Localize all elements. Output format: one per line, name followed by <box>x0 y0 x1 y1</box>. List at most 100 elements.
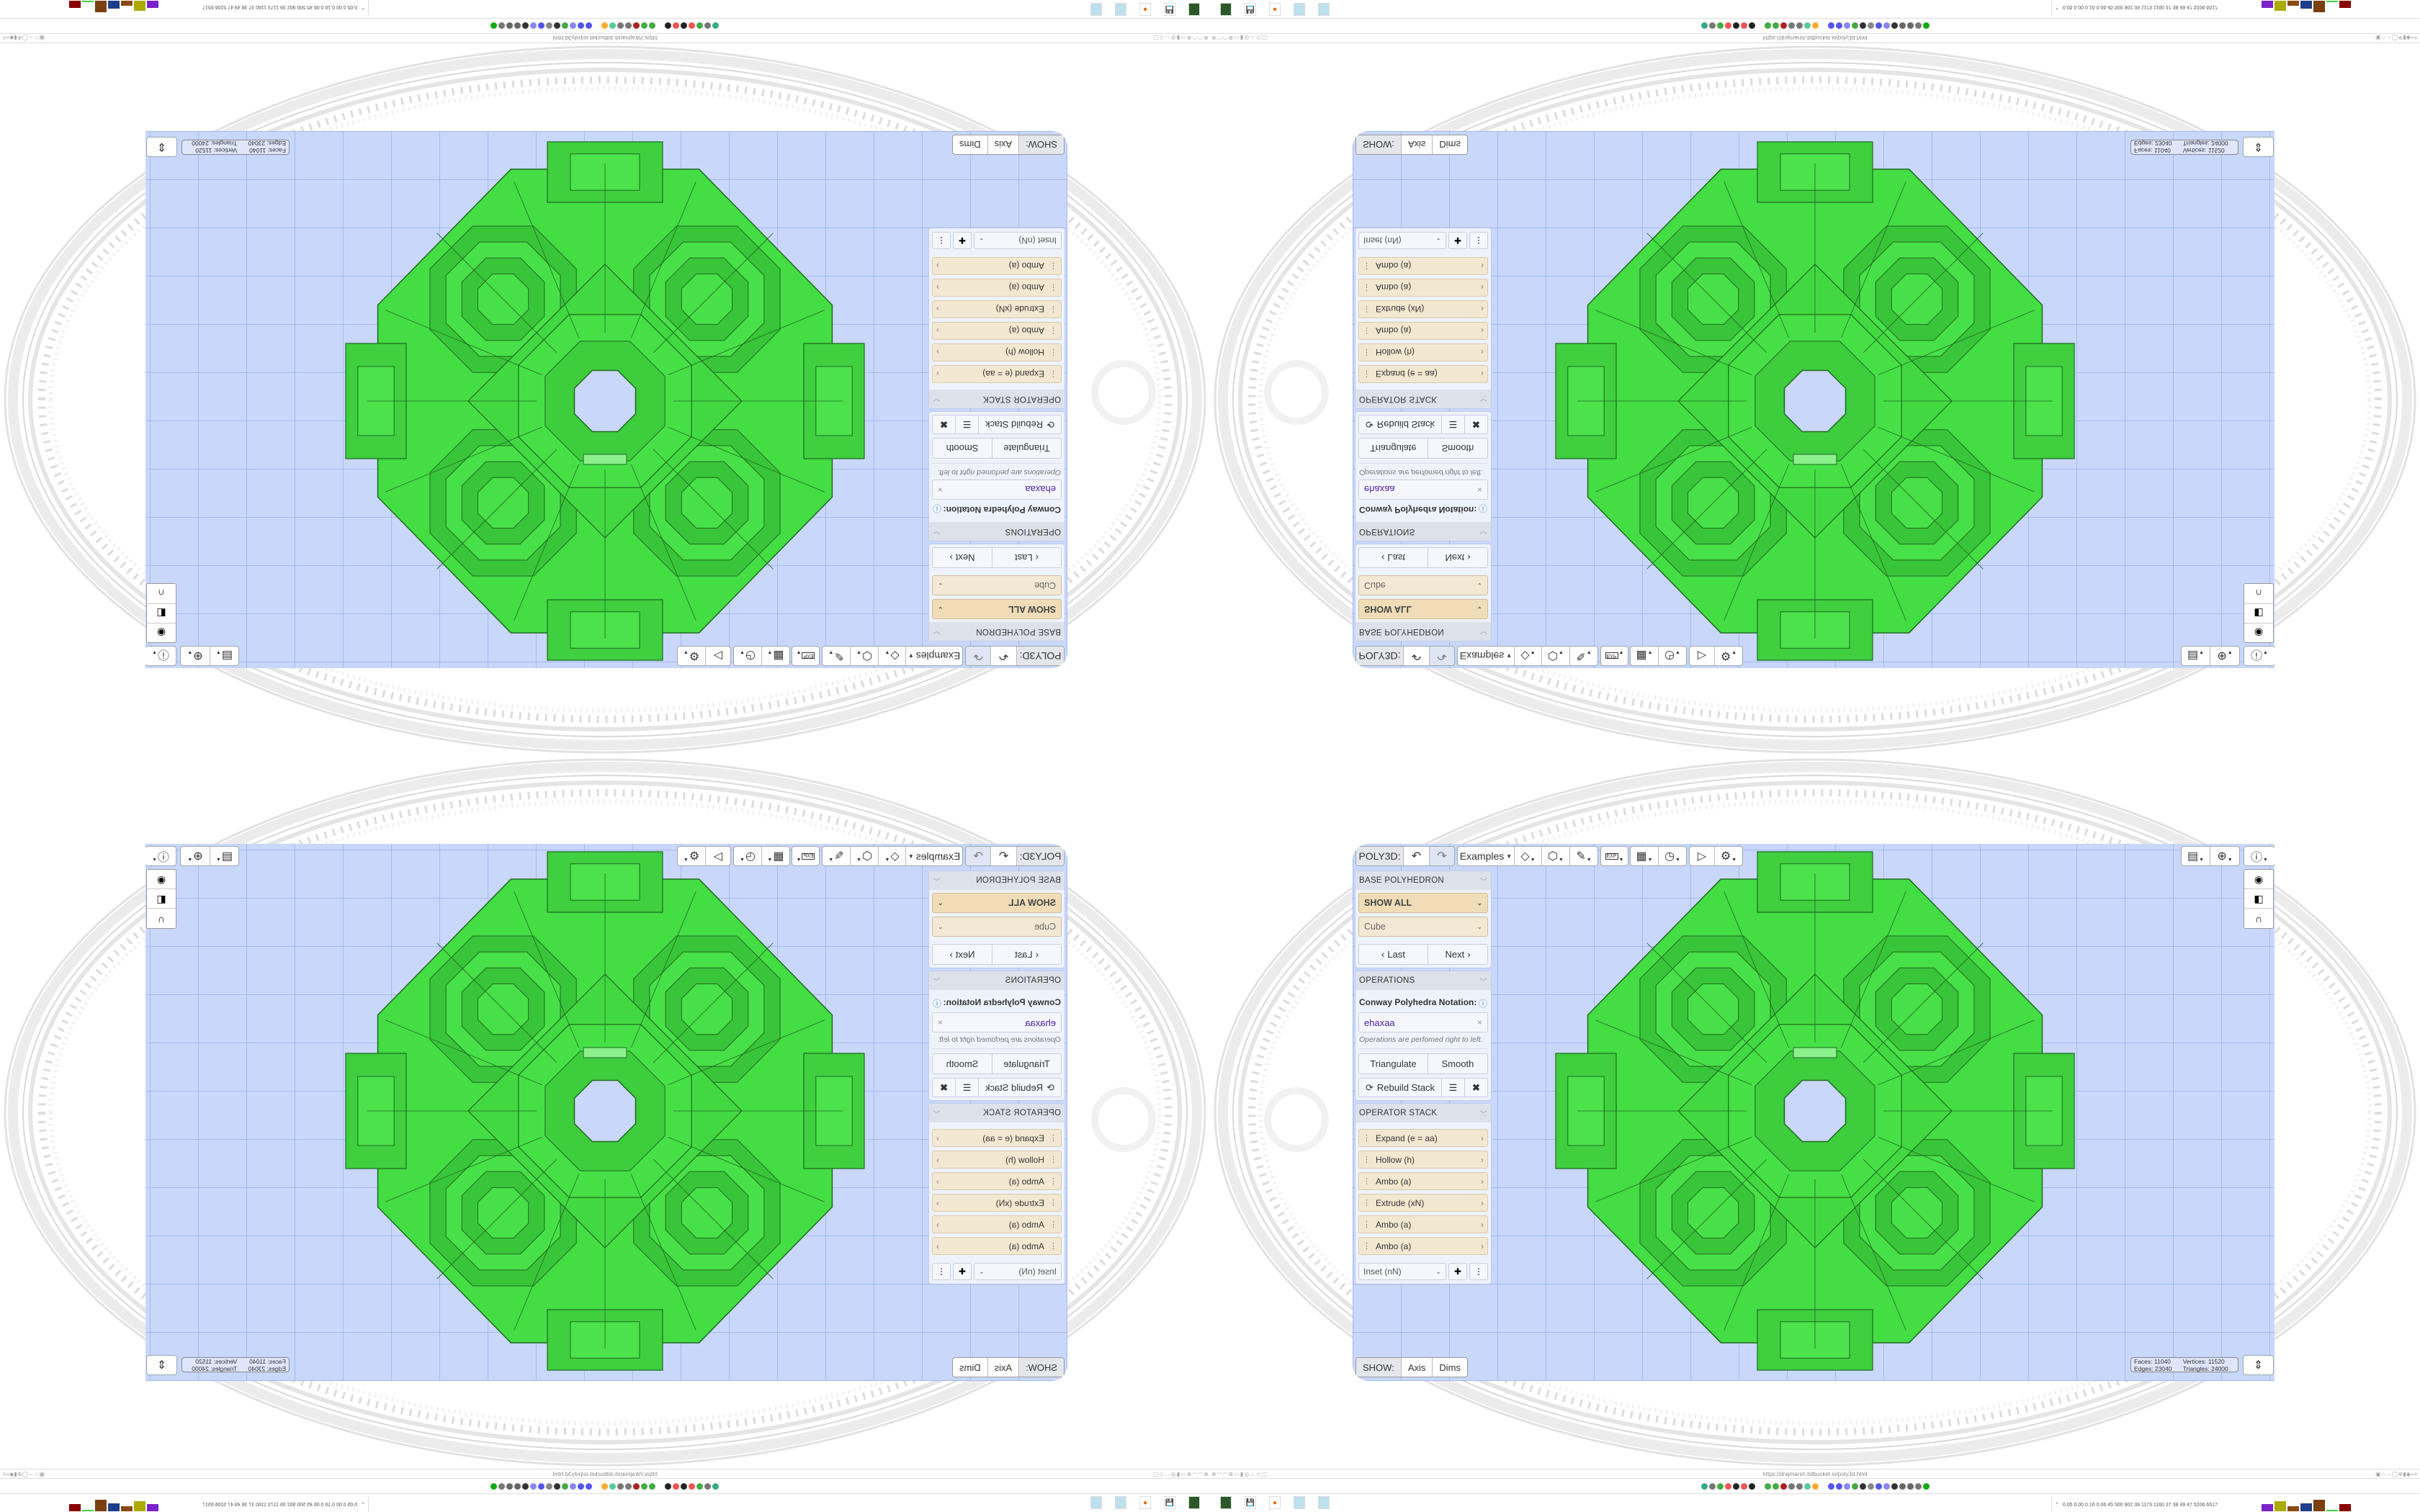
bookmark-icon[interactable] <box>1796 1482 1803 1490</box>
taskbar-app-terminal[interactable] <box>1220 3 1232 16</box>
chevron-right-icon[interactable]: › <box>1481 1133 1484 1143</box>
notation-input[interactable]: ehaxaa × <box>1358 1012 1488 1032</box>
globe-button[interactable]: ⊕ ▼ <box>2217 649 2233 662</box>
browser-address-bar[interactable]: ⊕◠◠⊕▭▮◎←◇▢ https://drajmarsh.bitbucket.i… <box>0 33 1210 43</box>
eye-view-button[interactable]: ◉ <box>2244 623 2273 642</box>
paint-button[interactable]: ◇ ▼ <box>878 847 905 865</box>
taskbar-app-terminal[interactable] <box>1188 3 1200 16</box>
operator-stack-item[interactable]: ⋮ Ambo (a) › <box>1358 257 1488 275</box>
bookmark-icon[interactable] <box>1716 22 1724 30</box>
bookmark-icon[interactable] <box>673 1482 680 1490</box>
browser-address-bar[interactable]: ⊕◠◠⊕▭▮◎←◇▢ https://drajmarsh.bitbucket.i… <box>0 1469 1210 1479</box>
drag-handle-icon[interactable]: ⋮ <box>1363 1177 1371 1186</box>
bookmark-icon[interactable] <box>681 1482 688 1490</box>
polyhedron-model[interactable] <box>1353 844 2275 1381</box>
globe-button[interactable]: ⊕ ▼ <box>187 850 203 863</box>
bookmark-icon[interactable] <box>1859 1482 1866 1490</box>
add-operator-button[interactable]: ✚ <box>953 1263 972 1280</box>
list-button[interactable]: ☰ <box>1442 415 1465 433</box>
rebuild-stack-button[interactable]: ⟳ Rebuild Stack <box>978 1079 1061 1097</box>
bookmark-icon[interactable] <box>601 1482 609 1490</box>
bookmark-icon[interactable] <box>609 22 617 30</box>
bookmark-icon[interactable] <box>578 1482 585 1490</box>
bookmark-icon[interactable] <box>490 22 498 30</box>
browser-extension-icons[interactable]: ▣☆→◯⊕▮◆»≡ <box>3 1470 45 1477</box>
play-button[interactable]: ▷ <box>705 647 730 665</box>
bookmark-icon[interactable] <box>689 1482 696 1490</box>
fit-view-button[interactable]: ⇕ <box>146 1355 177 1375</box>
operator-stack-item[interactable]: ⋮ Hollow (h) › <box>932 343 1062 361</box>
drag-handle-icon[interactable]: ⋮ <box>1363 1220 1371 1229</box>
bookmark-icon[interactable] <box>1772 1482 1779 1490</box>
polyhedron-model[interactable] <box>145 844 1067 1381</box>
bookmark-icon[interactable] <box>538 1482 545 1490</box>
next-button[interactable]: Next › <box>1428 945 1487 964</box>
bookmark-icon[interactable] <box>1716 1482 1724 1490</box>
bookmark-icon[interactable] <box>1748 22 1755 30</box>
clear-stack-button[interactable]: ✖ <box>1465 1079 1487 1097</box>
bookmark-icon[interactable] <box>1740 22 1747 30</box>
chevron-right-icon[interactable]: › <box>936 369 939 379</box>
bookmark-icon[interactable] <box>617 22 624 30</box>
bookmark-icon[interactable] <box>1811 1482 1819 1490</box>
bookmark-icon[interactable] <box>1724 22 1731 30</box>
drag-handle-icon[interactable]: ⋮ <box>1049 261 1057 270</box>
operator-stack-item[interactable]: ⋮ Ambo (a) › <box>1358 1237 1488 1255</box>
chevron-right-icon[interactable]: › <box>936 1241 939 1251</box>
browser-nav-icons[interactable]: ⊕◠◠⊕▭▮◎←◇▢ <box>1211 1470 1268 1477</box>
bookmark-icon[interactable] <box>601 22 609 30</box>
edit-button[interactable]: ✎ ▼ <box>1576 649 1592 662</box>
examples-dropdown[interactable]: Examples ▼ <box>1458 847 1515 865</box>
rebuild-stack-button[interactable]: ⟳ Rebuild Stack <box>1359 1079 1442 1097</box>
shape-button[interactable]: ⬡ ▼ <box>1542 647 1570 665</box>
browser-extension-icons[interactable]: ▣☆→◯⊕▮◆»≡ <box>2375 35 2417 42</box>
bookmark-icon[interactable] <box>1700 22 1708 30</box>
taskbar-app-save[interactable]: 💾 <box>1164 1496 1175 1509</box>
axis-toggle[interactable]: Axis <box>987 1358 1019 1377</box>
magnet-button[interactable]: ∩ <box>147 909 176 928</box>
add-operator-button[interactable]: ✚ <box>1448 1263 1467 1280</box>
base-polyhedron-header[interactable]: BASE POLYHEDRON ﹀ <box>1355 622 1491 641</box>
polyhedron-model[interactable] <box>145 131 1067 668</box>
taskbar-app-firefox[interactable]: ● <box>1139 3 1151 16</box>
chevron-right-icon[interactable]: › <box>1481 369 1484 379</box>
taskbar-app-terminal[interactable] <box>1220 1496 1232 1509</box>
paint-button[interactable]: ◇ ▼ <box>878 647 905 665</box>
browser-extension-icons[interactable]: ▣☆→◯⊕▮◆»≡ <box>2375 1470 2417 1477</box>
bookmark-icon[interactable] <box>1922 1482 1930 1490</box>
operator-menu-button[interactable]: ⋮ <box>1469 1263 1488 1280</box>
drag-handle-icon[interactable]: ⋮ <box>1049 326 1057 335</box>
base-polyhedron-header[interactable]: BASE POLYHEDRON ﹀ <box>929 871 1065 890</box>
calendar-button[interactable]: ▦ ▼ <box>761 647 789 665</box>
chevron-right-icon[interactable]: › <box>1481 1176 1484 1187</box>
polyhedron-model[interactable] <box>1353 131 2275 668</box>
bookmark-icon[interactable] <box>657 22 664 30</box>
browser-address-bar[interactable]: ⊕◠◠⊕▭▮◎←◇▢ https://drajmarsh.bitbucket.i… <box>1210 1469 2420 1479</box>
3d-viewport[interactable]: POLY3D: ↶ ↷ Examples ▼ ◇ ▼ ⬡ ▼ ✎ ▼ EXP ▼ ▦ ▼ ◷… <box>1353 131 2275 668</box>
list-button[interactable]: ☰ <box>955 415 978 433</box>
bookmark-icon[interactable] <box>1914 1482 1922 1490</box>
3d-viewport[interactable]: POLY3D: ↶ ↷ Examples ▼ ◇ ▼ ⬡ ▼ ✎ ▼ EXP ▼ ▦ ▼ ◷… <box>1353 844 2275 1381</box>
operator-stack-item[interactable]: ⋮ Ambo (a) › <box>932 279 1062 297</box>
group-select[interactable]: SHOW ALL ⌄ <box>932 893 1062 913</box>
shape-select[interactable]: Cube ⌄ <box>932 575 1062 595</box>
clock-button[interactable]: ◷ ▼ <box>740 649 756 662</box>
bookmark-icon[interactable] <box>1875 22 1882 30</box>
bookmark-icon[interactable] <box>570 1482 577 1490</box>
operations-header[interactable]: OPERATIONS ﹀ <box>1355 971 1491 990</box>
info-button[interactable]: ⓘ ▼ <box>2244 647 2275 665</box>
drag-handle-icon[interactable]: ⋮ <box>1363 283 1371 292</box>
examples-dropdown[interactable]: Examples ▼ <box>1458 647 1515 665</box>
bookmark-icon[interactable] <box>609 1482 617 1490</box>
bookmark-icon[interactable] <box>641 1482 648 1490</box>
chevron-right-icon[interactable]: › <box>936 1219 939 1230</box>
bookmark-icon[interactable] <box>586 1482 593 1490</box>
axis-toggle[interactable]: Axis <box>1401 135 1433 154</box>
tray-expand-icon[interactable]: ⌃ <box>2055 1503 2059 1508</box>
operator-stack-item[interactable]: ⋮ Expand (e = aa) › <box>1358 365 1488 383</box>
bookmark-icon[interactable] <box>1788 1482 1795 1490</box>
bookmark-icon[interactable] <box>1851 1482 1858 1490</box>
settings-button[interactable]: ⚙ ▼ <box>683 649 700 662</box>
notation-input[interactable]: ehaxaa × <box>1358 480 1488 500</box>
dims-toggle[interactable]: Dims <box>959 139 981 150</box>
